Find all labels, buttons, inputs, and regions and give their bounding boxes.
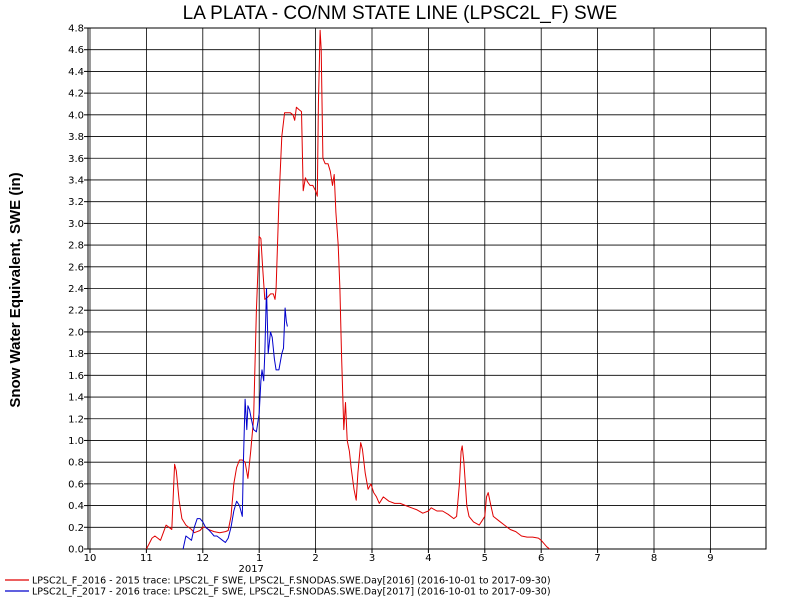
x-tick-label: 3 <box>369 553 375 564</box>
x-tick-label: 12 <box>196 553 209 564</box>
x-axis-ticks: 10 11 12 1 2 3 4 5 6 7 8 9 <box>84 549 714 564</box>
y-tick-label: 0.6 <box>68 479 84 490</box>
y-tick-label: 1.0 <box>68 436 84 447</box>
y-tick-label: 1.6 <box>68 371 84 382</box>
chart-title: LA PLATA - CO/NM STATE LINE (LPSC2L_F) S… <box>183 3 618 24</box>
x-tick-label: 8 <box>651 553 657 564</box>
y-tick-label: 0.4 <box>68 501 84 512</box>
y-tick-label: 3.2 <box>68 197 84 208</box>
y-tick-label: 2.8 <box>68 241 84 252</box>
y-tick-label: 3.0 <box>68 219 84 230</box>
legend: LPSC2L_F_2016 - 2015 trace: LPSC2L_F SWE… <box>5 576 551 598</box>
y-tick-label: 1.8 <box>68 349 84 360</box>
x-tick-label: 5 <box>482 553 488 564</box>
y-tick-label: 4.2 <box>68 89 84 100</box>
x-tick-label: 1 <box>256 553 262 564</box>
x-tick-label: 4 <box>425 553 431 564</box>
y-tick-label: 4.4 <box>68 67 84 78</box>
x-tick-label: 2 <box>312 553 318 564</box>
x-tick-label: 9 <box>707 553 713 564</box>
y-axis-label: Snow Water Equivalent, SWE (in) <box>7 172 24 407</box>
x-tick-label: 7 <box>594 553 600 564</box>
x-tick-label: 6 <box>538 553 544 564</box>
series-lines <box>145 29 551 550</box>
y-tick-label: 0.2 <box>68 523 84 534</box>
y-tick-label: 0.0 <box>68 545 84 556</box>
y-axis-ticks: 0.0 0.2 0.4 0.6 0.8 1.0 1.2 1.4 1.6 1.8 2.0 2.2 2.4 2… <box>68 24 88 556</box>
y-tick-label: 4.6 <box>68 45 84 56</box>
y-tick-label: 2.4 <box>68 284 84 295</box>
x-tick-label: 11 <box>140 553 153 564</box>
y-tick-label: 2.0 <box>68 327 84 338</box>
x-tick-label: 10 <box>84 553 97 564</box>
x-year-label: 2017 <box>238 564 263 575</box>
y-tick-label: 2.2 <box>68 306 84 317</box>
y-tick-label: 4.0 <box>68 110 84 121</box>
series-line-2 <box>182 288 288 550</box>
legend-label-1: LPSC2L_F_2016 - 2015 trace: LPSC2L_F SWE… <box>32 576 551 587</box>
y-tick-label: 3.6 <box>68 154 84 165</box>
grid-lines <box>88 28 766 549</box>
y-tick-label: 1.2 <box>68 414 84 425</box>
y-tick-label: 1.4 <box>68 393 84 404</box>
series-line-1 <box>145 29 551 550</box>
legend-label-2: LPSC2L_F_2017 - 2016 trace: LPSC2L_F SWE… <box>32 587 551 598</box>
y-tick-label: 0.8 <box>68 458 84 469</box>
y-tick-label: 3.8 <box>68 132 84 143</box>
y-tick-label: 2.6 <box>68 262 84 273</box>
y-tick-label: 4.8 <box>68 24 84 35</box>
y-tick-label: 3.4 <box>68 175 84 186</box>
